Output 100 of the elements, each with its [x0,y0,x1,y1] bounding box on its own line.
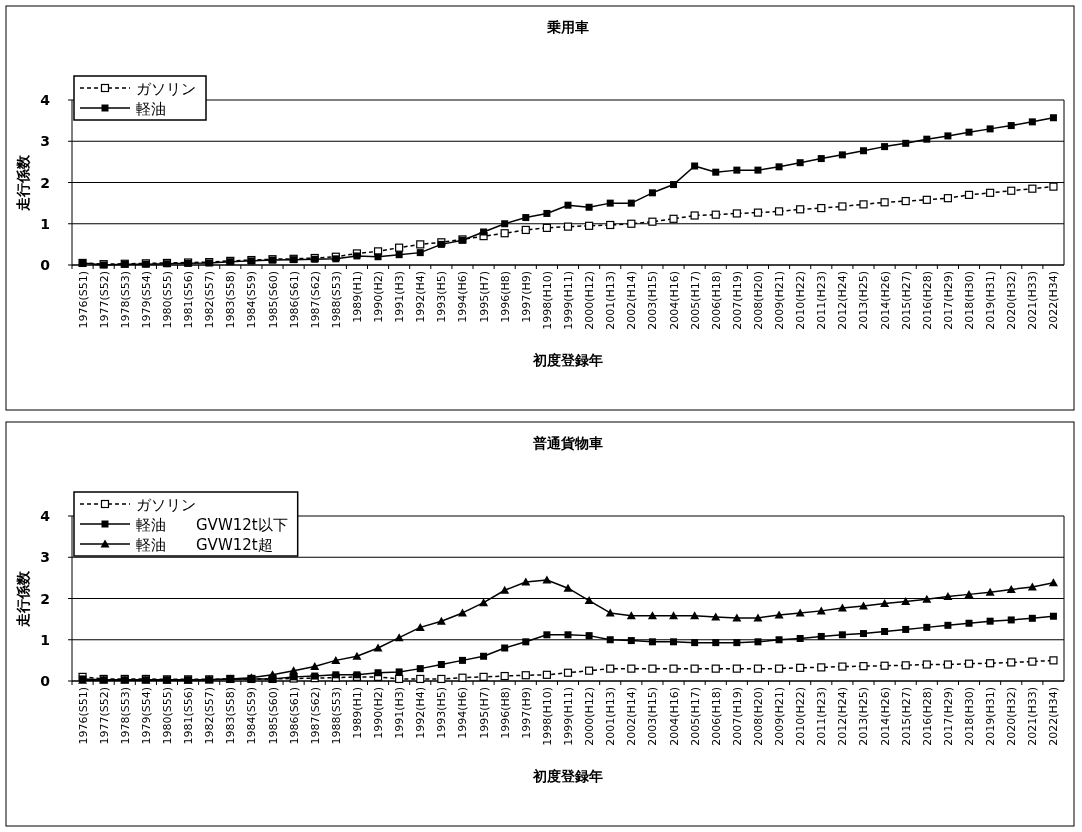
x-tick-label: 2018(H30) [963,271,977,330]
y-tick-label: 0 [40,673,51,689]
x-tick-label: 2014(H26) [878,271,892,330]
x-tick-label: 2015(H27) [899,687,913,746]
x-tick-label: 2019(H31) [984,687,998,746]
x-tick-label: 2022(H34) [1047,687,1061,746]
x-tick-label: 1979(S54) [139,271,153,329]
x-tick-label: 1988(S53) [329,271,343,329]
x-tick-label: 2001(H13) [604,271,618,330]
x-tick-label: 1994(H6) [456,687,470,739]
x-tick-label: 2002(H14) [625,687,639,746]
y-axis-title: 走行係数 [15,153,31,212]
x-tick-label: 2010(H22) [794,271,808,330]
x-tick-label: 1999(H11) [562,271,575,330]
x-tick-label: 2010(H22) [794,687,808,746]
x-tick-label: 1993(H5) [435,687,449,739]
x-tick-label: 1995(H7) [477,687,491,739]
x-axis-title: 初度登録年 [532,352,603,368]
legend-label: 軽油 GVW12t以下 [136,516,288,534]
x-tick-label: 2008(H20) [751,271,765,330]
chart-title: 普通貨物車 [532,435,603,451]
y-axis-title: 走行係数 [15,569,31,628]
x-tick-label: 1990(H2) [372,687,386,739]
x-tick-label: 1978(S53) [118,271,132,329]
x-tick-label: 2013(H25) [857,271,871,330]
x-tick-label: 1984(S59) [245,271,259,329]
x-tick-label: 2016(H28) [920,687,934,746]
x-tick-label: 1977(S52) [97,687,111,745]
x-tick-label: 2019(H31) [984,271,998,330]
x-tick-label: 1981(S56) [182,271,196,329]
x-tick-label: 2007(H19) [730,687,744,746]
y-tick-label: 1 [40,631,50,648]
x-tick-label: 2003(H15) [646,687,660,746]
x-tick-label: 1979(S54) [139,687,153,745]
x-tick-label: 1976(S51) [76,271,90,329]
x-tick-label: 1995(H7) [477,271,491,323]
x-tick-label: 2015(H27) [899,271,913,330]
x-tick-label: 2001(H13) [604,687,618,746]
x-tick-label: 1997(H9) [519,687,533,739]
x-tick-label: 1978(S53) [118,687,132,745]
x-tick-label: 2017(H29) [941,271,955,330]
x-tick-label: 2009(H21) [773,687,787,746]
x-tick-label: 1984(S59) [245,687,259,745]
x-tick-label: 1982(S57) [203,687,217,745]
x-tick-label: 1976(S51) [76,687,90,745]
x-tick-label: 1989(H1) [350,271,364,323]
x-tick-label: 1991(H3) [393,271,407,323]
x-tick-label: 2009(H21) [773,271,787,330]
legend-label: 軽油 GVW12t超 [136,536,273,554]
x-tick-label: 2021(H33) [1026,687,1040,746]
x-tick-label: 2000(H12) [583,271,597,330]
x-tick-label: 2003(H15) [646,271,660,330]
x-tick-label: 1977(S52) [97,271,111,329]
x-tick-label: 2020(H32) [1005,271,1019,330]
x-tick-label: 1998(H10) [540,271,554,330]
x-tick-label: 2000(H12) [583,687,597,746]
legend-label: 軽油 [136,100,166,118]
y-tick-label: 2 [40,590,50,607]
x-tick-label: 1985(S60) [266,271,280,329]
x-tick-label: 2014(H26) [878,687,892,746]
y-tick-label: 0 [40,257,51,273]
x-tick-label: 1996(H8) [498,687,512,739]
x-tick-label: 2004(H16) [667,687,681,746]
x-tick-label: 1991(H3) [393,687,407,739]
y-tick-label: 4 [40,508,51,524]
x-tick-label: 2013(H25) [857,687,871,746]
legend-label: ガソリン [136,496,196,514]
x-tick-label: 2007(H19) [730,271,744,330]
x-tick-label: 1986(S61) [287,271,301,329]
x-tick-label: 1994(H6) [456,271,470,323]
x-tick-label: 1988(S53) [329,687,343,745]
x-tick-label: 1986(S61) [287,687,301,745]
x-tick-label: 2002(H14) [625,271,639,330]
x-tick-label: 1983(S58) [224,271,238,329]
y-tick-label: 1 [40,215,50,232]
x-tick-label: 2011(H23) [815,271,829,330]
x-tick-label: 2011(H23) [815,687,829,746]
x-tick-label: 1980(S55) [160,687,174,745]
x-tick-label: 2006(H18) [709,271,723,330]
x-tick-label: 2004(H16) [667,271,681,330]
x-tick-label: 1987(S62) [308,271,322,329]
x-tick-label: 1996(H8) [498,271,512,323]
x-tick-label: 2021(H33) [1026,271,1040,330]
x-tick-label: 2020(H32) [1005,687,1019,746]
x-tick-label: 2017(H29) [941,687,955,746]
x-tick-label: 1992(H4) [414,687,428,739]
x-tick-label: 1982(S57) [203,271,217,329]
x-tick-label: 1997(H9) [519,271,533,323]
x-tick-label: 1998(H10) [540,687,554,746]
x-axis-title: 初度登録年 [532,768,603,784]
x-tick-label: 2012(H24) [836,687,850,746]
x-tick-label: 2005(H17) [688,271,702,330]
x-tick-label: 2022(H34) [1047,271,1061,330]
x-tick-label: 1990(H2) [372,271,386,323]
x-tick-label: 1999(H11) [562,687,575,746]
x-tick-label: 1980(S55) [160,271,174,329]
x-tick-label: 1987(S62) [308,687,322,745]
y-tick-label: 3 [40,549,50,566]
legend-label: ガソリン [136,80,196,98]
y-tick-label: 2 [40,174,50,191]
